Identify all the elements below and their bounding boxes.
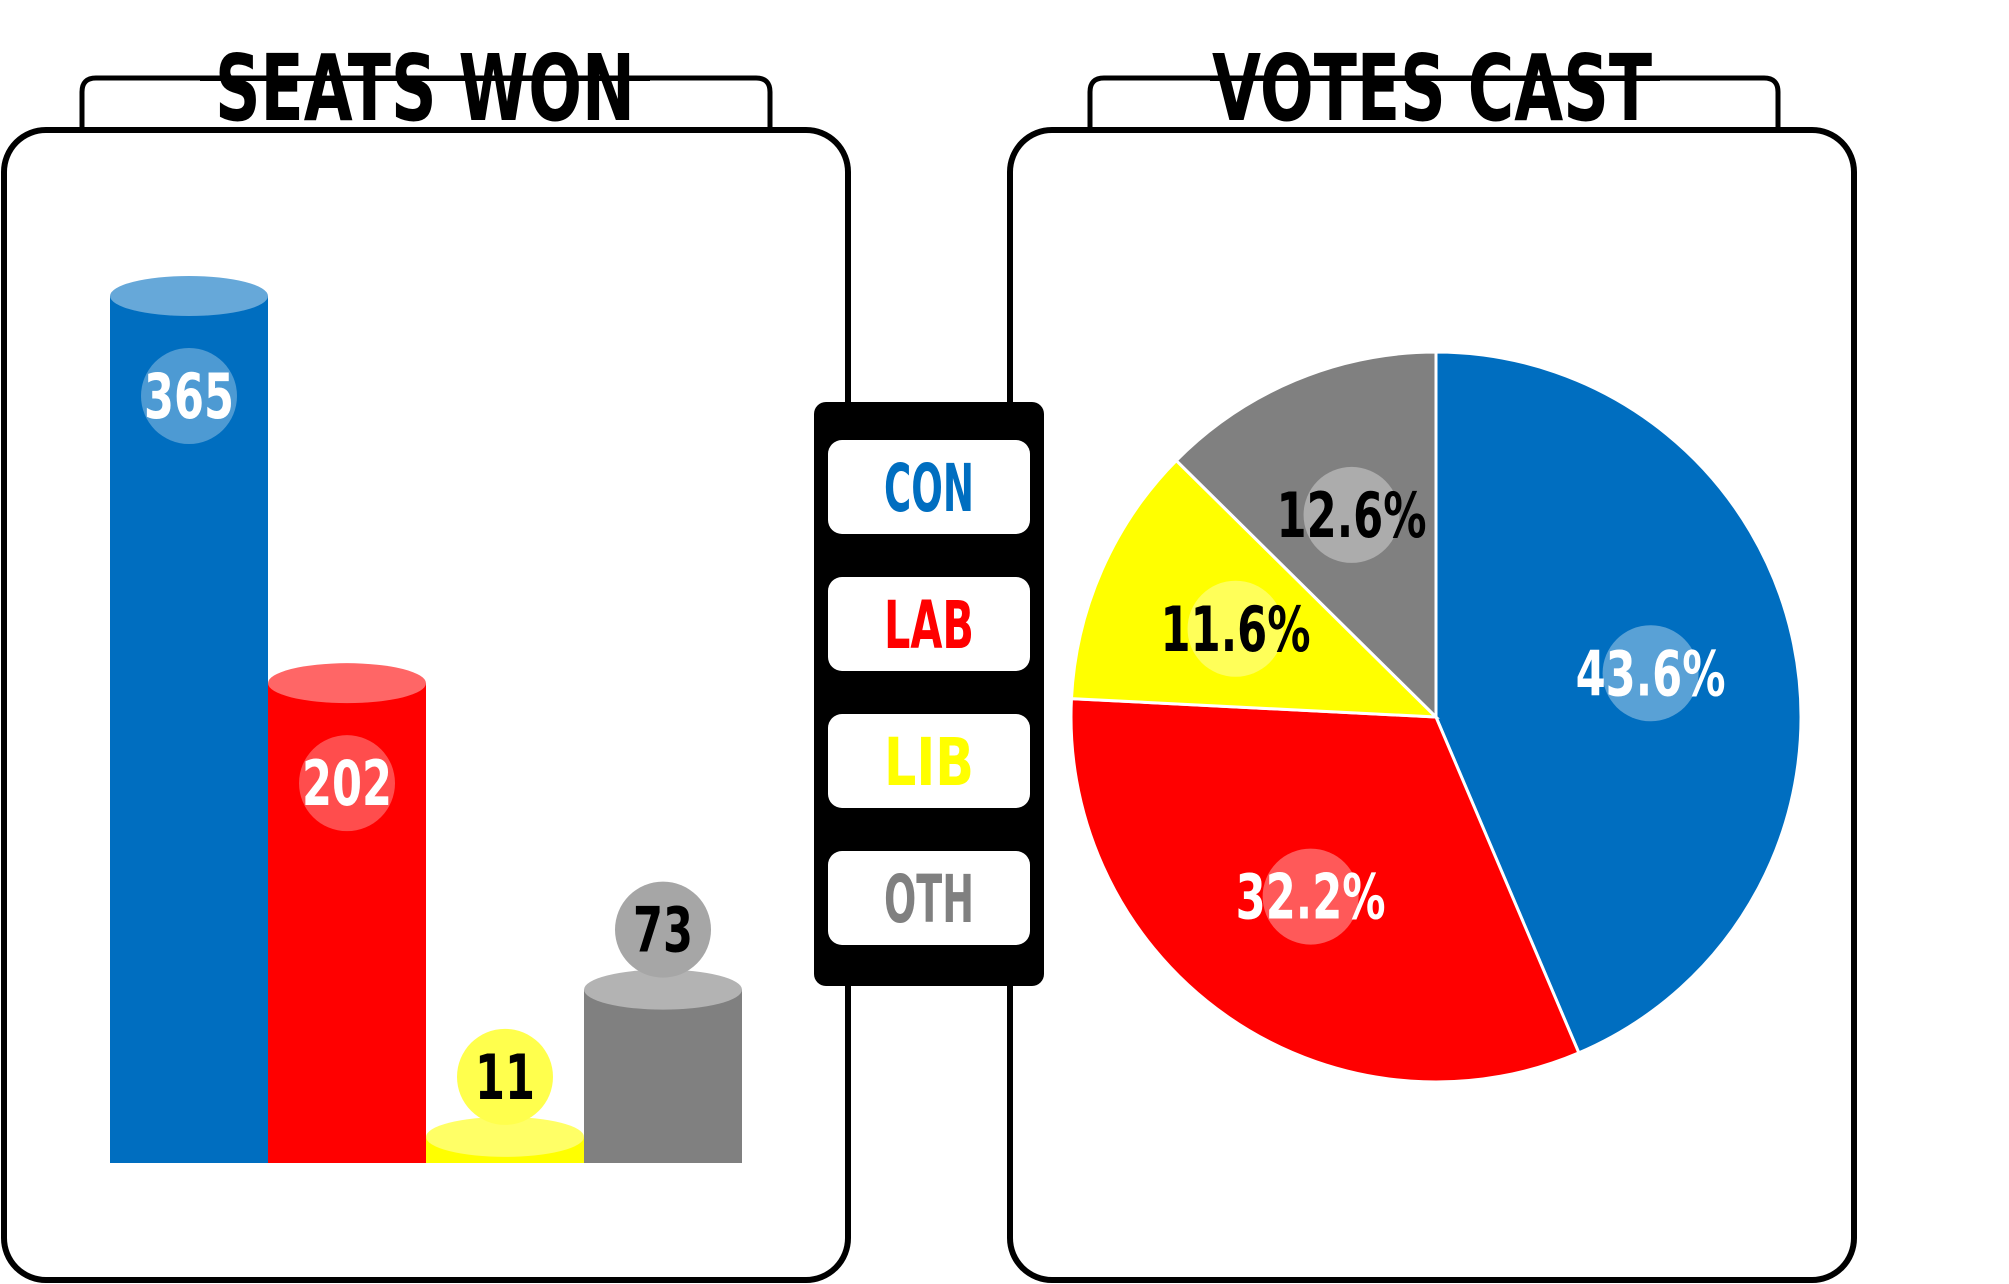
seats-won-panel: SEATS WON 365 202 11 73 [1,35,851,1283]
bar-cap-oth [584,969,742,1010]
legend-swatch-box-lib [828,714,1030,808]
legend-swatch-box-lab [828,577,1030,671]
pie-label-bubble-lib [1187,580,1284,677]
seats-won-bars: 365 202 11 73 [110,276,742,1163]
pie-slice-group-oth: 12.6% [1174,350,1438,721]
bar-value-label-lab: 202 [302,747,392,820]
bar-label-bubble-lab [299,735,395,832]
votes-cast-panel: VOTES CAST 43.6% 32.2% 11.6% 12.6% [1007,35,1857,1283]
legend-item-oth: OTH [828,851,1030,945]
bar-cap-lab [268,663,426,704]
pie-value-label-con: 43.6% [1576,637,1726,710]
pie-slice-oth [1174,350,1438,721]
legend-item-con: CON [828,440,1030,534]
bar-value-label-oth: 73 [633,894,693,967]
bar-con: 365 [110,276,268,1163]
legend-item-lib: LIB [828,714,1030,808]
legend-swatch-box-oth [828,851,1030,945]
legend-label-lab: LAB [884,587,974,664]
bar-oth: 73 [584,881,742,1163]
legend-items: CON LAB LIB OTH [828,440,1030,945]
legend-label-con: CON [884,450,974,527]
bar-lib: 11 [426,1028,584,1163]
pie-slice-group-lib: 11.6% [1069,458,1440,719]
legend-label-lib: LIB [884,724,974,801]
party-legend: CON LAB LIB OTH [814,402,1044,986]
votes-cast-title: VOTES CAST [1212,35,1652,142]
bar-value-label-con: 365 [144,360,234,433]
pie-value-label-oth: 12.6% [1277,479,1427,552]
pie-label-bubble-oth [1303,466,1400,563]
bar-cap-lib [426,1116,584,1157]
legend-frame [814,402,1044,986]
legend-swatch-box-con [828,440,1030,534]
legend-label-oth: OTH [884,861,974,938]
pie-slice-group-con: 43.6% [1434,350,1803,1055]
bar-label-bubble-lib [457,1028,553,1125]
pie-value-label-lib: 11.6% [1161,593,1311,666]
bar-value-label-lib: 11 [475,1041,535,1114]
seats-won-title: SEATS WON [215,35,635,142]
pie-label-bubble-lab [1262,848,1359,945]
pie-label-bubble-con [1602,625,1699,722]
bar-label-bubble-con [141,348,237,444]
bar-label-bubble-oth [615,881,711,978]
bar-cap-con [110,276,268,316]
legend-item-lab: LAB [828,577,1030,671]
bar-body-oth [584,989,742,1163]
votes-cast-pie: 43.6% 32.2% 11.6% 12.6% [1069,350,1803,1084]
pie-value-label-lab: 32.2% [1236,861,1386,934]
pie-slice-group-lab: 32.2% [1069,697,1581,1084]
bar-lab: 202 [268,663,426,1163]
